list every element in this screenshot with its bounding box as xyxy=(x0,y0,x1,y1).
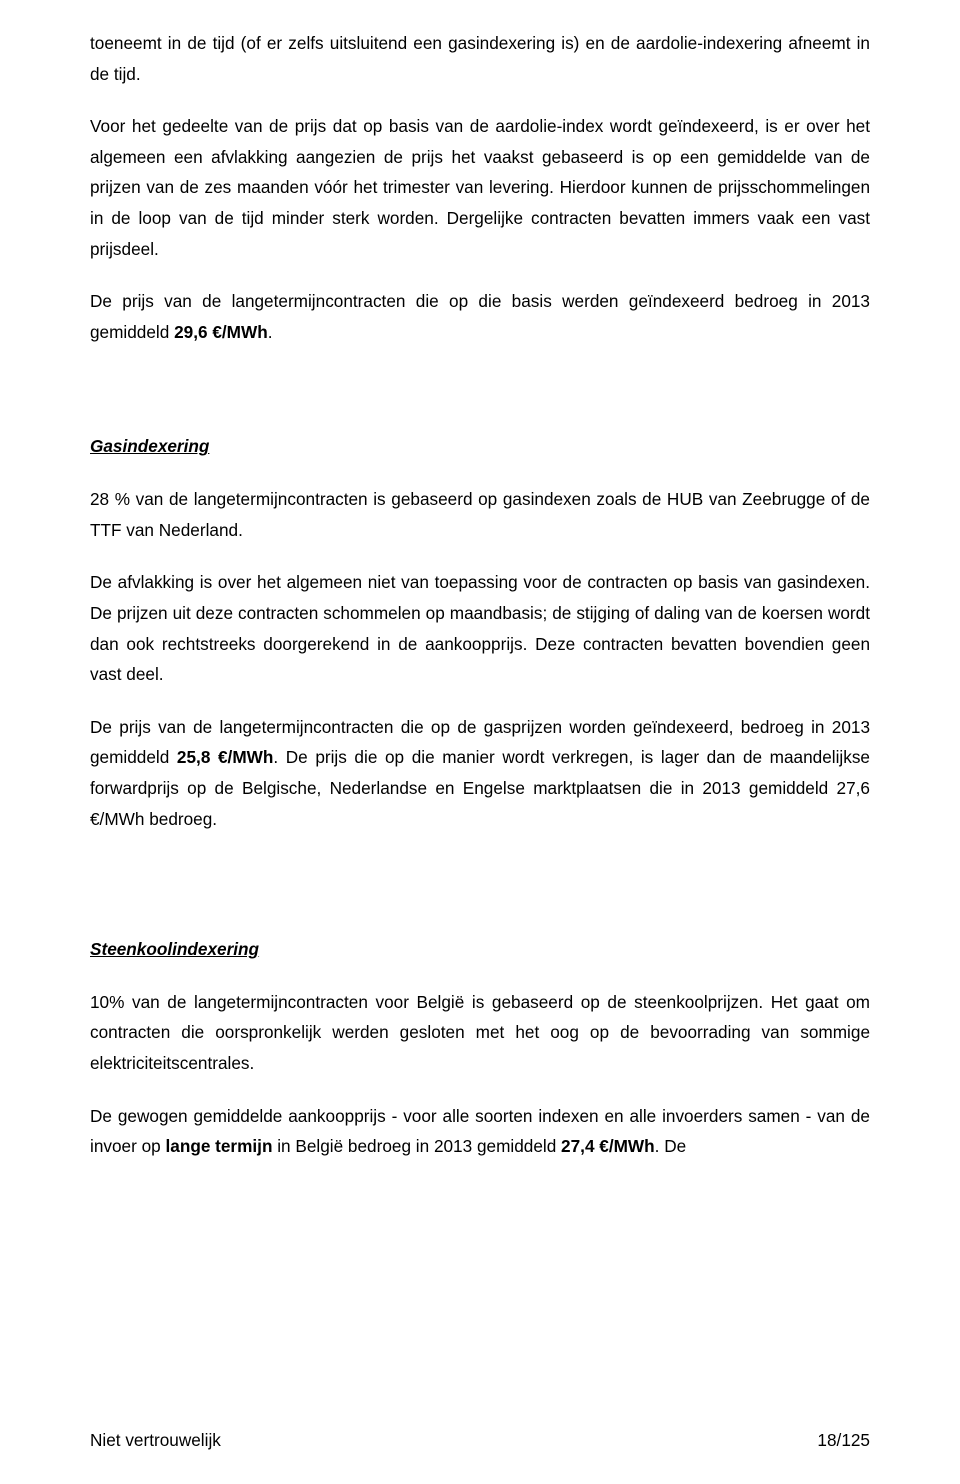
paragraph: De afvlakking is over het algemeen niet … xyxy=(90,567,870,689)
text-run: in België bedroeg in 2013 gemiddeld xyxy=(272,1136,561,1156)
bold-value: lange termijn xyxy=(165,1136,272,1156)
bold-value: 29,6 €/MWh xyxy=(174,322,268,342)
text-run: . De xyxy=(655,1136,687,1156)
paragraph: 10% van de langetermijncontracten voor B… xyxy=(90,987,870,1079)
document-page: toeneemt in de tijd (of er zelfs uitslui… xyxy=(0,0,960,1484)
spacer xyxy=(90,369,870,431)
paragraph: 28 % van de langetermijncontracten is ge… xyxy=(90,484,870,545)
text-run: . xyxy=(268,322,273,342)
page-footer: Niet vertrouwelijk 18/125 xyxy=(90,1425,870,1456)
paragraph: Voor het gedeelte van de prijs dat op ba… xyxy=(90,111,870,264)
paragraph: De gewogen gemiddelde aankoopprijs - voo… xyxy=(90,1101,870,1162)
paragraph: De prijs van de langetermijncontracten d… xyxy=(90,712,870,834)
section-heading-steenkoolindexering: Steenkoolindexering xyxy=(90,934,870,965)
paragraph: toeneemt in de tijd (of er zelfs uitslui… xyxy=(90,28,870,89)
spacer xyxy=(90,856,870,934)
footer-page-number: 18/125 xyxy=(817,1425,870,1456)
section-heading-gasindexering: Gasindexering xyxy=(90,431,870,462)
bold-value: 27,4 €/MWh xyxy=(561,1136,655,1156)
paragraph: De prijs van de langetermijncontracten d… xyxy=(90,286,870,347)
footer-confidentiality: Niet vertrouwelijk xyxy=(90,1425,221,1456)
bold-value: 25,8 €/MWh xyxy=(177,747,273,767)
